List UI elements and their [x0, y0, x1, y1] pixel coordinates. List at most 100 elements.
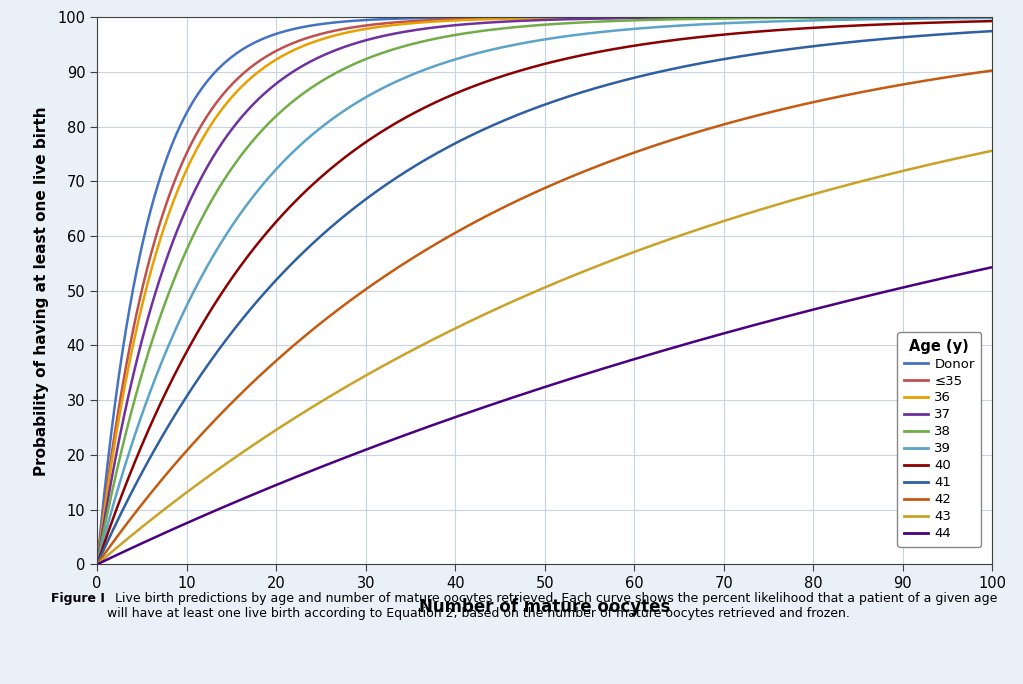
Text: Figure I: Figure I — [51, 592, 105, 605]
Line: 40: 40 — [97, 21, 992, 564]
41 — [706, 57, 718, 66]
36 — [789, 13, 801, 21]
38 — [789, 14, 801, 22]
38 — [485, 25, 497, 34]
≤35 — [805, 13, 817, 21]
Text: Live birth predictions by age and number of mature oocytes retrieved. Each curve: Live birth predictions by age and number… — [107, 592, 997, 620]
40 — [182, 344, 194, 352]
36 — [453, 16, 465, 25]
44 — [706, 332, 718, 341]
≤35 — [453, 15, 465, 23]
Donor — [485, 13, 497, 21]
Donor — [986, 13, 998, 21]
41 — [182, 389, 194, 397]
41 — [91, 560, 103, 568]
40 — [485, 76, 497, 84]
≤35 — [986, 13, 998, 21]
43 — [91, 560, 103, 568]
Y-axis label: Probability of having at least one live birth: Probability of having at least one live … — [34, 106, 49, 475]
43 — [485, 307, 497, 315]
40 — [91, 560, 103, 568]
≤35 — [706, 13, 718, 21]
Line: 41: 41 — [97, 31, 992, 564]
39 — [805, 16, 817, 25]
39 — [789, 16, 801, 25]
38 — [706, 14, 718, 23]
38 — [453, 30, 465, 38]
44 — [789, 310, 801, 318]
42 — [182, 445, 194, 453]
36 — [485, 15, 497, 23]
39 — [453, 54, 465, 62]
42 — [789, 102, 801, 110]
≤35 — [485, 14, 497, 23]
39 — [485, 46, 497, 54]
38 — [805, 14, 817, 22]
39 — [706, 20, 718, 28]
38 — [986, 13, 998, 21]
37 — [182, 200, 194, 208]
42 — [485, 209, 497, 218]
44 — [986, 263, 998, 272]
≤35 — [182, 145, 194, 153]
36 — [805, 13, 817, 21]
36 — [182, 161, 194, 170]
44 — [805, 306, 817, 314]
42 — [986, 66, 998, 75]
Donor — [453, 14, 465, 22]
40 — [453, 88, 465, 96]
42 — [706, 124, 718, 132]
40 — [805, 24, 817, 32]
Line: 37: 37 — [97, 17, 992, 564]
40 — [789, 25, 801, 33]
Line: Donor: Donor — [97, 17, 992, 564]
Donor — [706, 13, 718, 21]
37 — [706, 14, 718, 22]
41 — [453, 137, 465, 146]
44 — [485, 401, 497, 409]
37 — [453, 21, 465, 29]
42 — [805, 98, 817, 107]
43 — [453, 322, 465, 330]
≤35 — [91, 560, 103, 568]
44 — [453, 412, 465, 420]
44 — [182, 518, 194, 527]
37 — [986, 13, 998, 21]
36 — [706, 13, 718, 21]
42 — [91, 560, 103, 568]
Donor — [805, 13, 817, 21]
41 — [805, 42, 817, 51]
≤35 — [789, 13, 801, 21]
41 — [789, 44, 801, 53]
38 — [182, 241, 194, 250]
41 — [986, 27, 998, 35]
36 — [986, 13, 998, 21]
40 — [986, 17, 998, 25]
Line: ≤35: ≤35 — [97, 17, 992, 564]
36 — [91, 560, 103, 568]
39 — [91, 560, 103, 568]
X-axis label: Number of mature oocytes: Number of mature oocytes — [419, 598, 670, 616]
39 — [182, 298, 194, 306]
Line: 39: 39 — [97, 18, 992, 564]
44 — [91, 560, 103, 568]
Donor — [91, 560, 103, 568]
39 — [986, 14, 998, 22]
43 — [182, 487, 194, 495]
Donor — [789, 13, 801, 21]
Legend: Donor, ≤35, 36, 37, 38, 39, 40, 41, 42, 43, 44: Donor, ≤35, 36, 37, 38, 39, 40, 41, 42, … — [897, 332, 981, 547]
37 — [91, 560, 103, 568]
Line: 42: 42 — [97, 70, 992, 564]
Line: 43: 43 — [97, 150, 992, 564]
42 — [453, 226, 465, 235]
Line: 36: 36 — [97, 17, 992, 564]
Donor — [182, 105, 194, 114]
43 — [706, 221, 718, 229]
43 — [986, 146, 998, 155]
37 — [789, 13, 801, 21]
37 — [805, 13, 817, 21]
40 — [706, 31, 718, 40]
37 — [485, 18, 497, 27]
38 — [91, 560, 103, 568]
Line: 38: 38 — [97, 17, 992, 564]
